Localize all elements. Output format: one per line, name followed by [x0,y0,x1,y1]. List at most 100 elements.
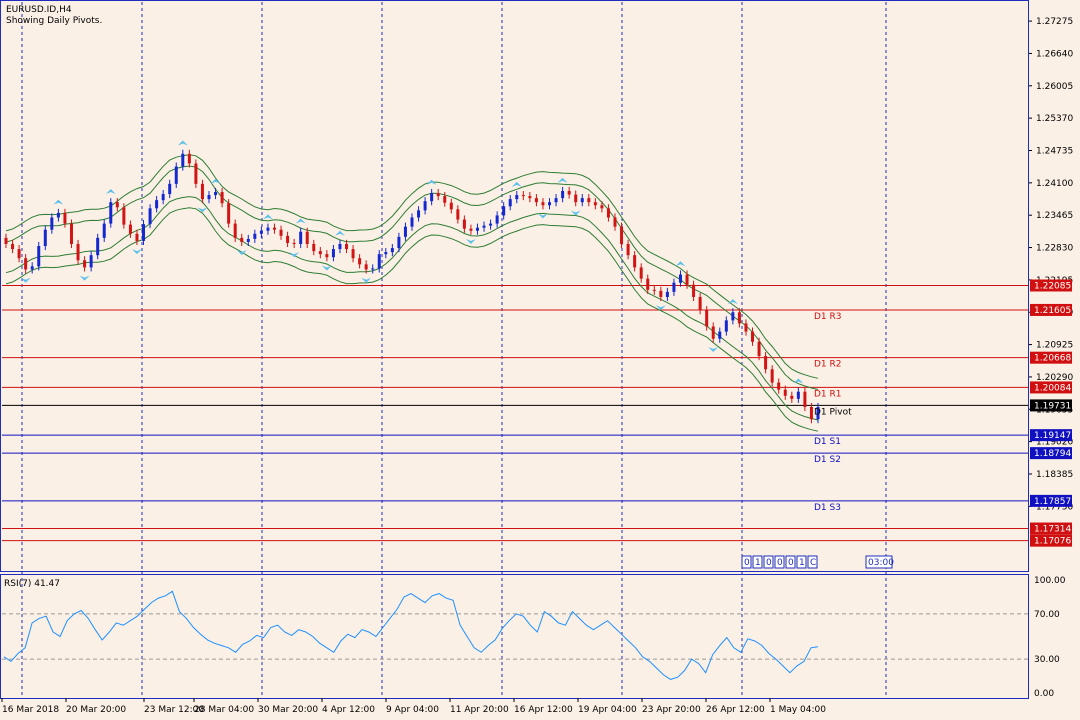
candle-body[interactable] [482,225,486,228]
candle-body[interactable] [331,249,335,258]
candle-body[interactable] [299,231,303,244]
candle-body[interactable] [502,206,506,216]
candles[interactable] [4,149,820,424]
candle-body[interactable] [718,331,722,339]
candle-body[interactable] [240,237,244,242]
candle-body[interactable] [128,224,132,234]
candle-body[interactable] [83,260,87,268]
candle-body[interactable] [495,215,499,224]
candle-body[interactable] [279,229,283,236]
candle-body[interactable] [37,246,41,267]
candle-body[interactable] [338,243,342,250]
candle-body[interactable] [345,243,349,250]
candle-body[interactable] [777,382,781,390]
candle-body[interactable] [436,193,440,197]
candle-body[interactable] [809,406,813,420]
candle-body[interactable] [652,289,656,291]
candle-body[interactable] [528,196,532,199]
candle-body[interactable] [751,331,755,342]
candle-body[interactable] [692,284,696,297]
candle-body[interactable] [803,391,807,407]
candle-body[interactable] [685,274,689,285]
candle-body[interactable] [155,200,159,209]
candle-body[interactable] [796,391,800,399]
candle-body[interactable] [102,223,106,238]
candle-body[interactable] [469,228,473,231]
candle-body[interactable] [665,291,669,297]
candle-body[interactable] [286,235,290,243]
candle-body[interactable] [410,217,414,227]
candle-body[interactable] [384,252,388,255]
candle-body[interactable] [600,205,604,209]
candle-body[interactable] [259,230,263,234]
candle-body[interactable] [318,251,322,255]
candle-body[interactable] [613,217,617,227]
candle-body[interactable] [174,166,178,184]
candle-body[interactable] [737,312,741,324]
candle-body[interactable] [266,227,270,231]
candle-body[interactable] [377,254,381,269]
candle-body[interactable] [325,254,329,258]
candle-body[interactable] [194,163,198,184]
candle-body[interactable] [423,201,427,211]
candle-body[interactable] [521,195,525,197]
candle-body[interactable] [207,195,211,200]
candle-body[interactable] [364,264,368,270]
candle-body[interactable] [187,153,191,164]
candle-body[interactable] [705,310,709,327]
candle-body[interactable] [371,268,375,270]
candle-body[interactable] [678,274,682,283]
candle-body[interactable] [580,198,584,203]
candle-body[interactable] [122,207,126,225]
candle-body[interactable] [403,226,407,237]
candle-body[interactable] [76,243,80,261]
candle-body[interactable] [11,243,15,250]
candle-body[interactable] [351,249,355,259]
candle-body[interactable] [430,193,434,202]
candle-body[interactable] [587,198,591,203]
candle-body[interactable] [515,195,519,200]
candle-body[interactable] [672,282,676,292]
candle-body[interactable] [770,369,774,383]
candle-body[interactable] [456,209,460,220]
candle-body[interactable] [397,236,401,249]
candle-body[interactable] [4,237,8,244]
candle-body[interactable] [148,208,152,225]
candle-body[interactable] [534,198,538,203]
candle-body[interactable] [17,249,21,259]
candle-body[interactable] [43,229,47,247]
candle-body[interactable] [475,227,479,231]
candle-body[interactable] [561,190,565,199]
candle-body[interactable] [233,223,237,238]
candle-body[interactable] [220,192,224,204]
candle-body[interactable] [593,202,597,206]
candle-body[interactable] [724,320,728,332]
candle-body[interactable] [574,194,578,203]
candle-body[interactable] [462,219,466,229]
candle-body[interactable] [764,356,768,370]
candle-body[interactable] [744,323,748,332]
candle-body[interactable] [626,243,630,256]
candle-body[interactable] [711,326,715,339]
candle-body[interactable] [109,202,113,224]
candle-body[interactable] [659,290,663,297]
candle-body[interactable] [161,194,165,201]
candle-body[interactable] [89,255,93,268]
candle-body[interactable] [115,202,119,208]
candle-body[interactable] [567,190,571,195]
candle-body[interactable] [69,223,73,244]
candle-body[interactable] [646,278,650,290]
candle-body[interactable] [816,406,820,420]
candle-body[interactable] [698,296,702,311]
candle-body[interactable] [214,192,218,196]
candle-body[interactable] [253,233,257,239]
candle-body[interactable] [227,203,231,224]
candle-body[interactable] [554,198,558,203]
candle-body[interactable] [390,248,394,253]
candle-body[interactable] [246,238,250,242]
candle-body[interactable] [181,153,185,167]
candle-body[interactable] [633,255,637,268]
candle-body[interactable] [168,183,172,195]
candle-body[interactable] [312,243,316,252]
